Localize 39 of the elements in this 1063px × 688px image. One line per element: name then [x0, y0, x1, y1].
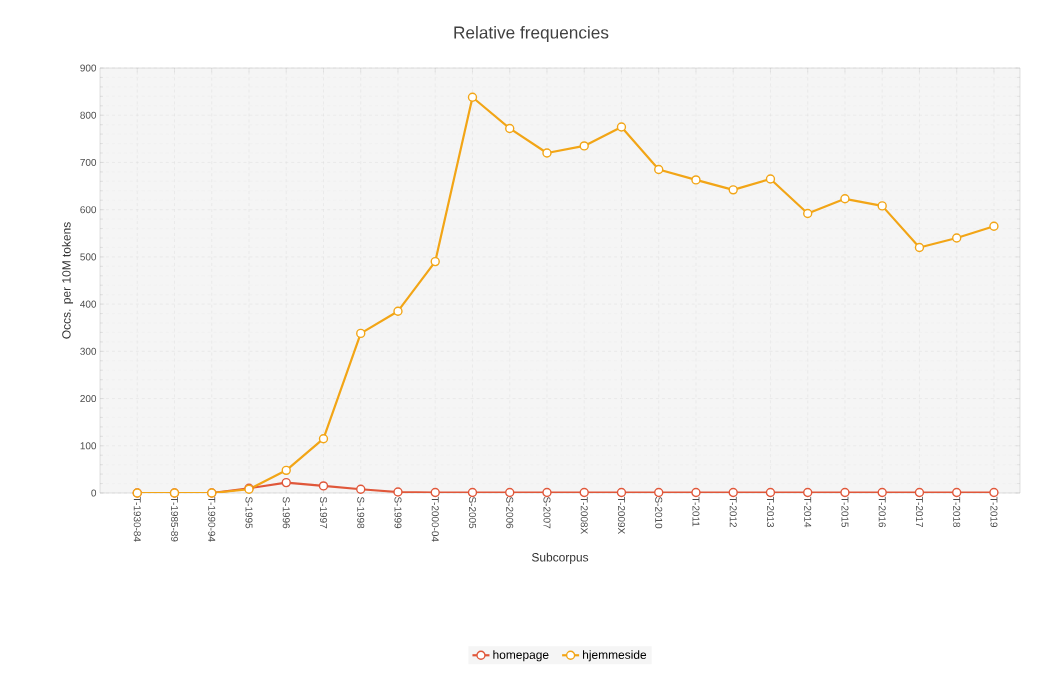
x-tick-label: T-2013	[766, 496, 774, 528]
y-tick-label: 400	[80, 300, 97, 308]
x-tick-label: T-2015	[841, 496, 849, 528]
y-tick-label: 600	[80, 206, 97, 214]
chart-title: Relative frequencies	[454, 25, 609, 43]
x-axis-title: Subcorpus	[531, 552, 589, 564]
x-tick-label: S-1998	[357, 496, 365, 529]
y-tick-label: 200	[80, 395, 97, 403]
x-tick-label: S-2010	[655, 496, 663, 529]
y-tick-label: 300	[80, 347, 97, 355]
x-tick-label: T-2017	[915, 496, 923, 528]
y-tick-label: 800	[80, 111, 97, 119]
x-tick-label: T-2009X	[617, 496, 625, 534]
x-tick-label: S-1996	[282, 496, 290, 529]
x-tick-label: S-2005	[468, 496, 476, 529]
x-tick-label: T-2018	[953, 496, 961, 528]
legend-label: hjemmeside	[583, 650, 647, 662]
y-tick-label: 900	[80, 64, 97, 72]
x-tick-label: S-1995	[245, 496, 253, 529]
legend-label: homepage	[493, 650, 549, 662]
y-tick-label: 700	[80, 158, 97, 166]
y-axis-title: Occs. per 10M tokens	[61, 222, 74, 339]
x-tick-label: T-2008X	[580, 496, 588, 534]
x-tick-label: T-2014	[804, 496, 812, 528]
x-tick-label: S-2006	[506, 496, 514, 529]
x-tick-label: T-2011	[692, 496, 700, 527]
x-tick-label: T-1930-84	[133, 496, 141, 542]
x-tick-label: T-1985-89	[170, 496, 179, 542]
x-tick-label: T-1990-94	[208, 496, 216, 542]
x-tick-label: S-2007	[543, 496, 551, 529]
x-tick-label: T-2012	[729, 496, 737, 528]
x-tick-label: S-1997	[319, 496, 328, 529]
x-tick-label: T-2019	[990, 496, 998, 528]
y-tick-label: 100	[80, 442, 97, 450]
y-tick-label: 500	[80, 253, 97, 261]
y-tick-label: 0	[91, 489, 97, 497]
x-tick-label: T-2000-04	[431, 496, 439, 542]
x-tick-label: S-1999	[394, 496, 402, 529]
x-tick-label: T-2016	[878, 496, 886, 528]
